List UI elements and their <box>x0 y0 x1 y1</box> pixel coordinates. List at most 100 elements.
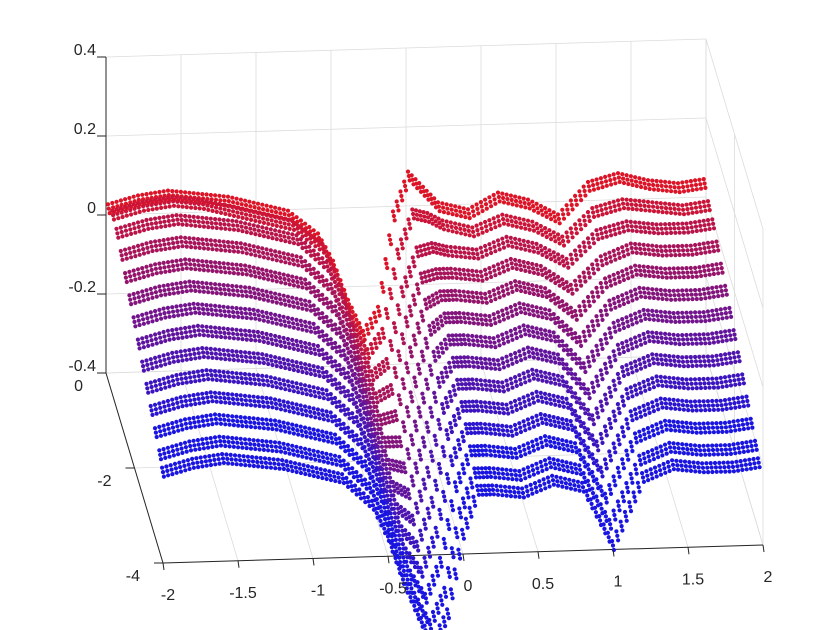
data-point <box>615 433 621 438</box>
data-point <box>475 252 480 257</box>
data-point <box>534 201 539 206</box>
data-point <box>585 324 591 329</box>
data-point <box>633 179 639 184</box>
data-point <box>673 253 678 258</box>
data-point <box>446 480 451 486</box>
data-point <box>136 341 141 347</box>
data-point <box>283 281 288 286</box>
data-point <box>118 206 123 211</box>
data-point <box>201 289 206 294</box>
data-point <box>706 336 711 341</box>
data-point <box>350 452 356 457</box>
data-point <box>248 213 253 218</box>
data-point <box>213 282 218 287</box>
data-point <box>471 360 476 365</box>
data-point <box>375 409 380 414</box>
data-point <box>266 319 271 324</box>
data-point <box>625 247 630 252</box>
data-point <box>655 270 660 275</box>
data-point <box>671 354 676 359</box>
data-point <box>345 332 350 337</box>
data-point <box>535 373 540 378</box>
data-point <box>621 201 626 206</box>
data-point <box>675 333 681 338</box>
data-point <box>145 316 150 321</box>
data-point <box>514 311 519 317</box>
data-point <box>480 365 485 370</box>
data-point <box>552 356 557 361</box>
data-point <box>300 369 305 375</box>
data-point <box>677 297 682 302</box>
data-point <box>282 319 287 324</box>
data-point <box>367 378 372 383</box>
data-point <box>688 201 693 207</box>
data-point <box>702 403 707 408</box>
data-point <box>141 208 147 213</box>
data-point <box>388 291 393 296</box>
data-point <box>454 315 459 320</box>
data-point <box>625 271 630 276</box>
data-point <box>197 224 202 229</box>
data-point <box>266 277 271 282</box>
data-point <box>718 353 723 358</box>
data-point <box>553 320 558 326</box>
data-point <box>356 460 361 465</box>
data-point <box>706 203 711 208</box>
data-point <box>266 383 271 388</box>
data-point <box>451 297 456 302</box>
data-point <box>308 346 313 351</box>
data-point <box>510 202 515 207</box>
data-point <box>158 433 164 438</box>
data-point <box>111 217 117 222</box>
data-point <box>405 409 410 414</box>
data-point <box>714 308 719 313</box>
data-point <box>667 222 672 227</box>
data-point <box>399 469 404 474</box>
data-point <box>630 394 635 399</box>
data-point <box>214 269 219 274</box>
data-point <box>663 310 668 315</box>
data-point <box>633 241 638 247</box>
data-point <box>560 357 565 362</box>
data-point <box>604 370 609 375</box>
data-point <box>239 310 244 316</box>
data-point <box>351 334 356 339</box>
data-point <box>462 250 467 255</box>
data-point <box>269 400 274 405</box>
data-point <box>688 310 693 315</box>
data-point <box>505 218 510 223</box>
data-point <box>255 210 261 216</box>
data-point <box>497 295 502 300</box>
data-point <box>261 356 266 361</box>
data-point <box>693 332 698 337</box>
data-point <box>219 334 224 340</box>
data-point <box>324 369 329 375</box>
data-point <box>568 402 573 408</box>
data-point <box>277 356 282 361</box>
data-point <box>141 251 147 256</box>
data-point <box>303 259 308 264</box>
data-point <box>560 207 565 212</box>
data-point <box>707 295 712 300</box>
data-point <box>523 311 528 316</box>
data-point <box>454 337 460 342</box>
data-point <box>378 393 383 398</box>
data-point <box>366 355 372 361</box>
data-point <box>383 257 388 262</box>
data-point <box>317 395 322 400</box>
data-point <box>392 467 397 472</box>
data-point <box>457 245 462 250</box>
data-point <box>447 389 452 395</box>
data-point <box>694 319 699 324</box>
data-point <box>311 385 316 390</box>
data-point <box>690 297 695 302</box>
data-point <box>689 183 694 188</box>
data-point <box>599 313 604 318</box>
data-point <box>600 346 605 351</box>
data-point <box>582 425 587 430</box>
data-point <box>341 366 346 371</box>
data-point <box>492 316 497 321</box>
data-point <box>403 315 408 320</box>
grid-line-side-z <box>705 38 764 230</box>
data-point <box>244 251 249 256</box>
